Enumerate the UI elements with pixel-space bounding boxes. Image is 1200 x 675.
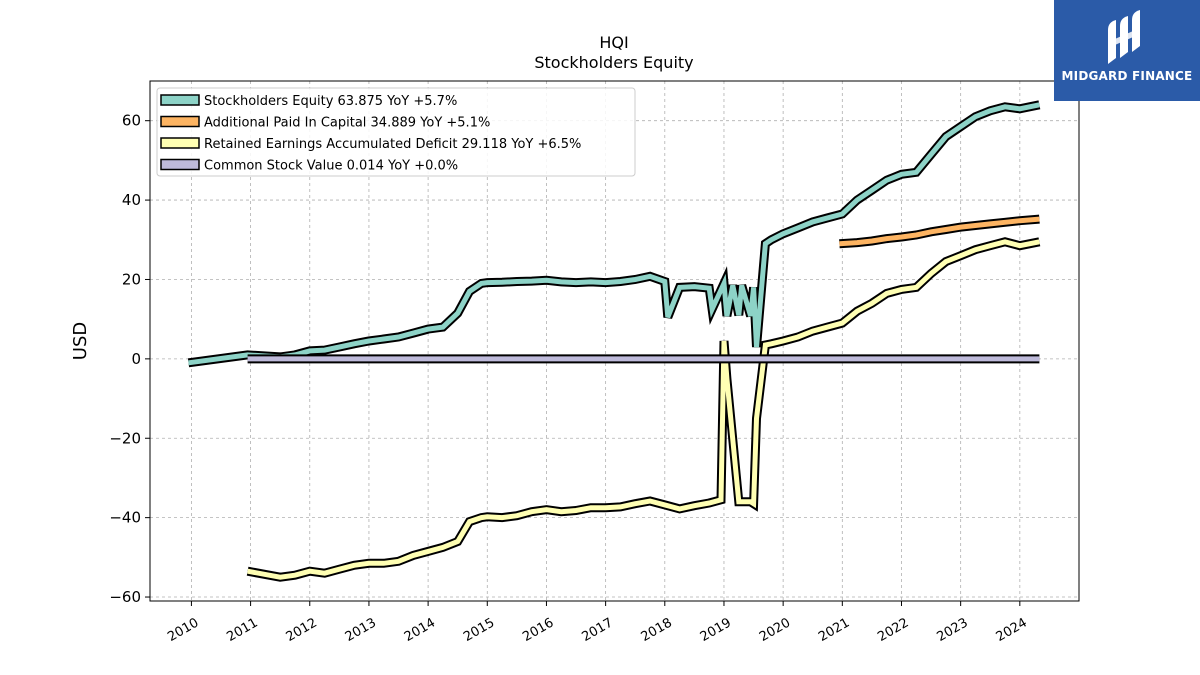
legend-item: Stockholders Equity 63.875 YoY +5.7% — [160, 94, 457, 109]
legend-label: Additional Paid In Capital 34.889 YoY +5… — [204, 116, 490, 131]
brand-name: MIDGARD FINANCE — [1061, 69, 1193, 83]
series-stockholders-equity — [187, 100, 1041, 368]
x-tick-label: 2019 — [698, 615, 734, 645]
series-additional-paid-in-capital — [839, 214, 1040, 249]
legend-label: Stockholders Equity 63.875 YoY +5.7% — [204, 94, 457, 109]
y-axis-label: USD — [70, 322, 91, 360]
chart-title: HQI — [599, 33, 628, 52]
legend-item: Additional Paid In Capital 34.889 YoY +5… — [160, 115, 490, 131]
brand-logo: MIDGARD FINANCE — [1054, 0, 1200, 101]
chart-subtitle: Stockholders Equity — [534, 53, 693, 72]
series-line — [188, 102, 1040, 366]
series-line — [247, 239, 1040, 580]
x-tick-label: 2017 — [579, 615, 615, 645]
y-tick-label: 60 — [122, 112, 141, 130]
legend-swatch — [160, 137, 200, 149]
series-line — [839, 216, 1040, 247]
x-tick-label: 2018 — [639, 615, 675, 645]
x-tick-label: 2020 — [757, 615, 793, 645]
series-retained-earnings-accumulated-deficit — [246, 237, 1041, 582]
y-tick-label: 40 — [122, 191, 141, 209]
y-tick-label: −60 — [109, 588, 141, 606]
x-tick-label: 2014 — [402, 615, 438, 645]
legend: Stockholders Equity 63.875 YoY +5.7% Addi… — [156, 87, 636, 177]
y-tick-label: −20 — [109, 429, 141, 447]
y-axis-ticks: 60 40 20 0 −20 −40 −60 — [109, 112, 150, 606]
x-tick-label: 2015 — [461, 615, 497, 645]
legend-swatch — [160, 158, 200, 171]
midgard-logo-icon — [1108, 10, 1140, 64]
y-tick-label: 20 — [122, 270, 141, 288]
series-outline — [246, 237, 1041, 582]
x-tick-label: 2021 — [816, 615, 852, 645]
legend-item: Retained Earnings Accumulated Deficit 29… — [160, 137, 581, 152]
x-tick-label: 2013 — [343, 615, 379, 645]
x-tick-label: 2011 — [224, 615, 260, 645]
x-tick-label: 2023 — [934, 615, 970, 645]
x-tick-label: 2024 — [994, 615, 1030, 645]
legend-swatch — [160, 115, 200, 128]
y-tick-label: −40 — [109, 509, 141, 527]
plot-frame — [149, 80, 1080, 602]
legend-box — [156, 87, 636, 177]
x-axis-ticks: 2010 2011 2012 2013 2014 2015 2016 2017 2018 2019… — [165, 601, 1030, 645]
x-tick-label: 2010 — [165, 615, 201, 645]
y-tick-label: 0 — [131, 350, 141, 368]
legend-item: Common Stock Value 0.014 YoY +0.0% — [160, 158, 458, 174]
x-tick-label: 2012 — [284, 615, 320, 645]
legend-swatch — [160, 94, 200, 106]
legend-label: Common Stock Value 0.014 YoY +0.0% — [204, 159, 458, 174]
legend-label: Retained Earnings Accumulated Deficit 29… — [204, 137, 581, 152]
x-tick-label: 2016 — [520, 615, 556, 645]
series-layer — [187, 100, 1041, 582]
x-tick-label: 2022 — [875, 615, 911, 645]
